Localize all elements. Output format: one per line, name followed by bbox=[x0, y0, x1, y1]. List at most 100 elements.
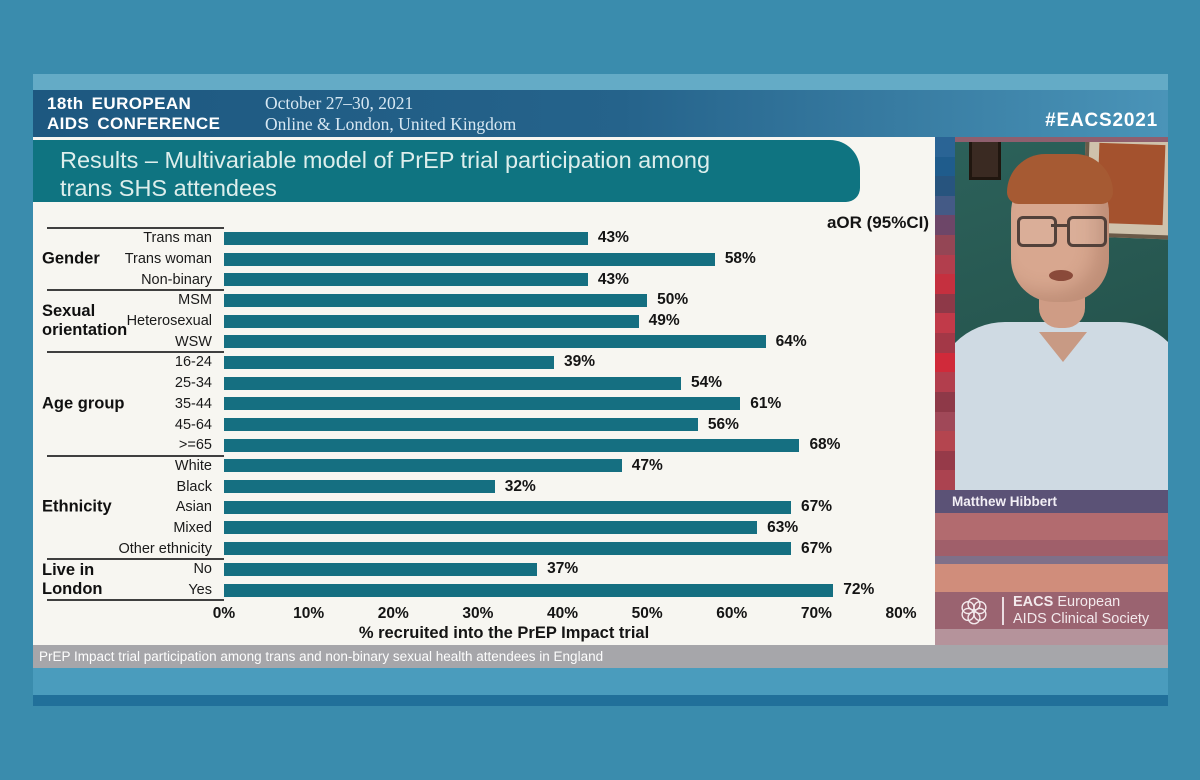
category-label: Asian bbox=[175, 499, 212, 516]
chart-row: Non-binary 43% bbox=[33, 269, 935, 290]
mosaic-tile bbox=[935, 431, 955, 451]
bar bbox=[224, 480, 495, 494]
presenter-panel: Matthew Hibbert EACS European bbox=[935, 137, 1168, 645]
picture-frame-icon bbox=[969, 142, 1001, 180]
group-label: Live in London bbox=[42, 560, 103, 598]
bar-track: 67% bbox=[224, 498, 901, 516]
group-label: Age group bbox=[42, 394, 125, 413]
mosaic-tile bbox=[935, 411, 955, 432]
bar-value-label: 58% bbox=[724, 250, 756, 268]
panel-stripe bbox=[935, 540, 1168, 556]
mosaic-tile bbox=[935, 372, 955, 392]
mosaic-tile bbox=[935, 254, 955, 275]
eacs-rosette-icon bbox=[961, 597, 987, 624]
category-label: 16-24 bbox=[174, 354, 212, 371]
mosaic-tile bbox=[935, 352, 955, 373]
chart-row: WSW 64% bbox=[33, 331, 935, 352]
mosaic-tile bbox=[935, 176, 955, 196]
bar-value-label: 64% bbox=[775, 332, 807, 350]
bar-value-label: 43% bbox=[597, 270, 629, 288]
category-label: MSM bbox=[178, 292, 212, 309]
bar bbox=[224, 500, 791, 514]
category-label: Trans man bbox=[143, 230, 212, 247]
glasses-icon bbox=[1017, 216, 1057, 247]
x-axis-tick: 10% bbox=[293, 605, 325, 622]
bar-track: 54% bbox=[224, 374, 901, 392]
mosaic-tile bbox=[935, 274, 955, 294]
shared-presentation-screen: 18th EUROPEAN AIDS CONFERENCE October 27… bbox=[33, 74, 1168, 706]
bar-value-label: 68% bbox=[809, 436, 841, 454]
bar bbox=[224, 273, 588, 287]
bar bbox=[224, 397, 741, 411]
panel-stripe bbox=[935, 513, 1168, 540]
group-label: Sexual orientation bbox=[42, 302, 128, 340]
mosaic-tile bbox=[935, 470, 955, 490]
mosaic-tile bbox=[935, 293, 955, 314]
bar bbox=[224, 293, 648, 307]
eacs-line1: European bbox=[1057, 593, 1121, 610]
x-axis-tick: 70% bbox=[800, 605, 832, 622]
bar-track: 49% bbox=[224, 312, 901, 329]
category-label: WSW bbox=[174, 333, 212, 350]
chart-group: Gender Trans man 43% Trans woman 58% Non-bina… bbox=[33, 227, 935, 290]
mosaic-tile bbox=[935, 137, 955, 157]
bar-value-label: 63% bbox=[767, 518, 799, 536]
eacs-line2: AIDS Clinical Society bbox=[1013, 610, 1150, 627]
bar-track: 50% bbox=[224, 291, 901, 308]
chart-row: Other ethnicity 67% bbox=[33, 538, 935, 559]
bar-value-label: 67% bbox=[800, 539, 833, 557]
mosaic-tile bbox=[935, 313, 955, 334]
bar bbox=[224, 583, 834, 597]
chart-group: Ethnicity White 47% Black 32% Asian 67% Mixed 63… bbox=[33, 454, 935, 559]
bar-value-label: 39% bbox=[564, 353, 596, 371]
bar-value-label: 56% bbox=[707, 415, 739, 433]
chart-row: 25-34 54% bbox=[33, 373, 935, 394]
x-axis-tick: 30% bbox=[462, 605, 494, 622]
slide-title: Results – Multivariable model of PrEP tr… bbox=[33, 140, 860, 202]
chart-row: White 47% bbox=[33, 456, 935, 477]
mosaic-tile bbox=[935, 195, 955, 216]
category-label: Non-binary bbox=[141, 271, 212, 288]
logo-separator bbox=[1002, 596, 1004, 625]
category-label: 25-34 bbox=[174, 375, 212, 392]
mosaic-tile bbox=[935, 235, 955, 255]
panel-stripe bbox=[935, 556, 1168, 564]
bar-track: 67% bbox=[224, 539, 901, 557]
conference-hashtag: #EACS2021 bbox=[1045, 110, 1158, 131]
presenter-mouth bbox=[1049, 270, 1073, 281]
bar-value-label: 67% bbox=[800, 498, 833, 516]
chart-row: Black 32% bbox=[33, 476, 935, 497]
top-strip bbox=[33, 74, 1168, 90]
presenter-collar bbox=[1039, 332, 1087, 362]
group-divider bbox=[47, 454, 224, 457]
x-axis: 0% 10% 20% 30% 40% 50% 60% 70% 80% bbox=[213, 605, 917, 625]
bar bbox=[224, 252, 715, 266]
bar bbox=[224, 438, 800, 452]
bar-chart: Gender Trans man 43% Trans woman 58% Non-bina… bbox=[33, 227, 935, 602]
bar bbox=[224, 418, 698, 432]
bar-value-label: 43% bbox=[597, 229, 629, 247]
presenter-name-badge: Matthew Hibbert bbox=[935, 490, 1168, 513]
group-divider bbox=[47, 227, 224, 229]
mosaic-decoration bbox=[935, 137, 955, 490]
category-label: 35-44 bbox=[174, 395, 212, 412]
aor-annotation: aOR (95%CI) bbox=[826, 213, 929, 232]
eacs-logo-bar: EACS European AIDS Clinical Society bbox=[935, 592, 1168, 629]
bar-value-label: 72% bbox=[843, 581, 875, 599]
chart-row: MSM 50% bbox=[33, 290, 935, 311]
group-divider bbox=[47, 558, 224, 560]
bar-value-label: 54% bbox=[690, 374, 722, 392]
slide-title-line1: Results – Multivariable model of PrEP tr… bbox=[60, 147, 711, 173]
bar bbox=[224, 314, 639, 328]
mosaic-tile bbox=[935, 333, 955, 353]
category-label: White bbox=[174, 457, 212, 474]
bar-track: 56% bbox=[224, 415, 901, 433]
category-label: >=65 bbox=[178, 437, 212, 454]
conference-date-location: October 27–30, 2021 Online & London, Uni… bbox=[265, 93, 516, 135]
bar-track: 43% bbox=[224, 270, 901, 288]
bar-track: 64% bbox=[224, 332, 901, 350]
group-label: Ethnicity bbox=[42, 497, 112, 516]
chart-row: 45-64 56% bbox=[33, 414, 935, 435]
bar bbox=[224, 355, 555, 369]
slide: Results – Multivariable model of PrEP tr… bbox=[33, 137, 935, 645]
